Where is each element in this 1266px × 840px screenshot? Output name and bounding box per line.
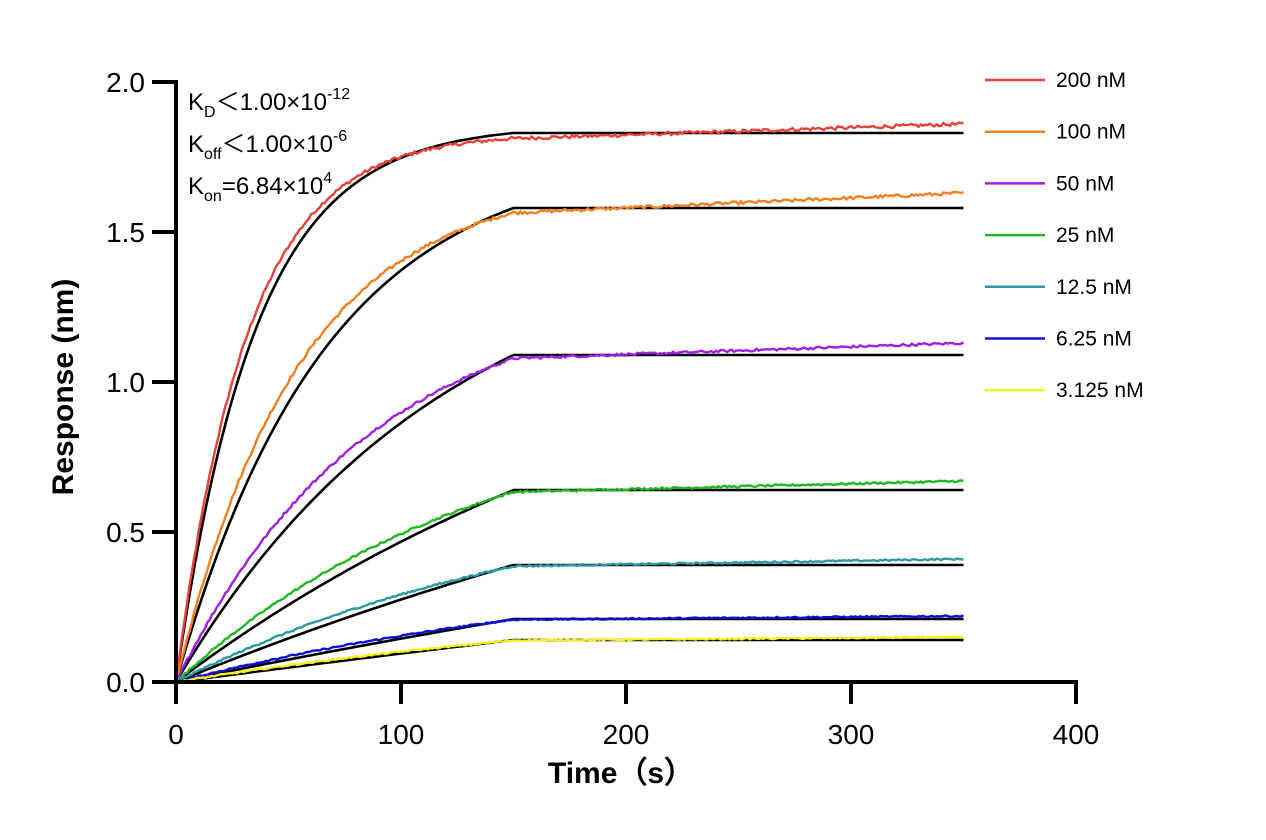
legend-label-7: 3.125 nM <box>1056 379 1144 402</box>
x-tick-label: 100 <box>378 719 425 750</box>
y-tick-label: 1.5 <box>106 217 145 248</box>
constant-exponent: -12 <box>327 86 350 103</box>
legend-label-2: 100 nM <box>1056 121 1126 144</box>
series-line-1 <box>174 121 964 683</box>
series-line-2 <box>174 190 965 683</box>
series-line-6 <box>175 614 964 684</box>
constant-subscript: D <box>204 104 216 121</box>
y-tick-label: 0.0 <box>106 667 145 698</box>
kinetic-constant-line: KD＜1.00×10-12 <box>188 86 350 121</box>
x-tick-label: 200 <box>603 719 650 750</box>
x-axis-title: Time（s） <box>548 756 694 790</box>
y-tick-label: 2.0 <box>106 67 145 98</box>
y-tick-label: 1.0 <box>106 367 145 398</box>
legend-label-6: 6.25 nM <box>1056 328 1132 351</box>
constant-symbol: K <box>188 131 204 158</box>
fit-curves-group <box>174 131 964 684</box>
legend-label-4: 25 nM <box>1056 224 1114 247</box>
fit-curve-2 <box>174 206 964 683</box>
constant-exponent: 4 <box>323 170 332 187</box>
x-tick-label: 0 <box>168 719 184 750</box>
kinetic-constant-line: Kon=6.84×104 <box>188 170 332 205</box>
fit-curve-1 <box>174 131 964 683</box>
constant-value: ＜1.00×10 <box>222 131 333 158</box>
legend-label-1: 200 nM <box>1056 69 1126 92</box>
constant-value: =6.84×10 <box>222 173 323 200</box>
series-line-5 <box>175 557 964 684</box>
constant-subscript: off <box>204 146 222 163</box>
legend: 200 nM 100 nM 50 nM 25 nM 12.5 nM 6.25 nM 3.12… <box>985 69 1144 402</box>
constant-subscript: on <box>204 188 222 205</box>
y-axis-title: Response (nm) <box>47 279 80 496</box>
axes-group: 0.0 0.5 1.0 1.5 2.0 0 100 200 300 400 Time（s） Respo… <box>47 67 1099 790</box>
x-tick-label: 300 <box>828 719 875 750</box>
constant-value: ＜1.00×10 <box>216 89 327 116</box>
x-tick-label: 400 <box>1053 719 1100 750</box>
series-line-7 <box>175 635 964 684</box>
y-tick-label: 0.5 <box>106 517 145 548</box>
constant-exponent: -6 <box>333 128 347 145</box>
fit-curve-6 <box>175 617 964 684</box>
fit-curve-7 <box>175 638 964 684</box>
constant-symbol: K <box>188 173 204 200</box>
legend-label-3: 50 nM <box>1056 172 1114 195</box>
constant-symbol: K <box>188 89 204 116</box>
series-line-3 <box>174 341 965 683</box>
kinetic-constant-line: Koff＜1.00×10-6 <box>188 128 347 163</box>
legend-label-5: 12.5 nM <box>1056 276 1132 299</box>
series-line-4 <box>175 479 964 683</box>
fit-curve-3 <box>174 353 964 683</box>
data-curves-group <box>174 121 965 684</box>
